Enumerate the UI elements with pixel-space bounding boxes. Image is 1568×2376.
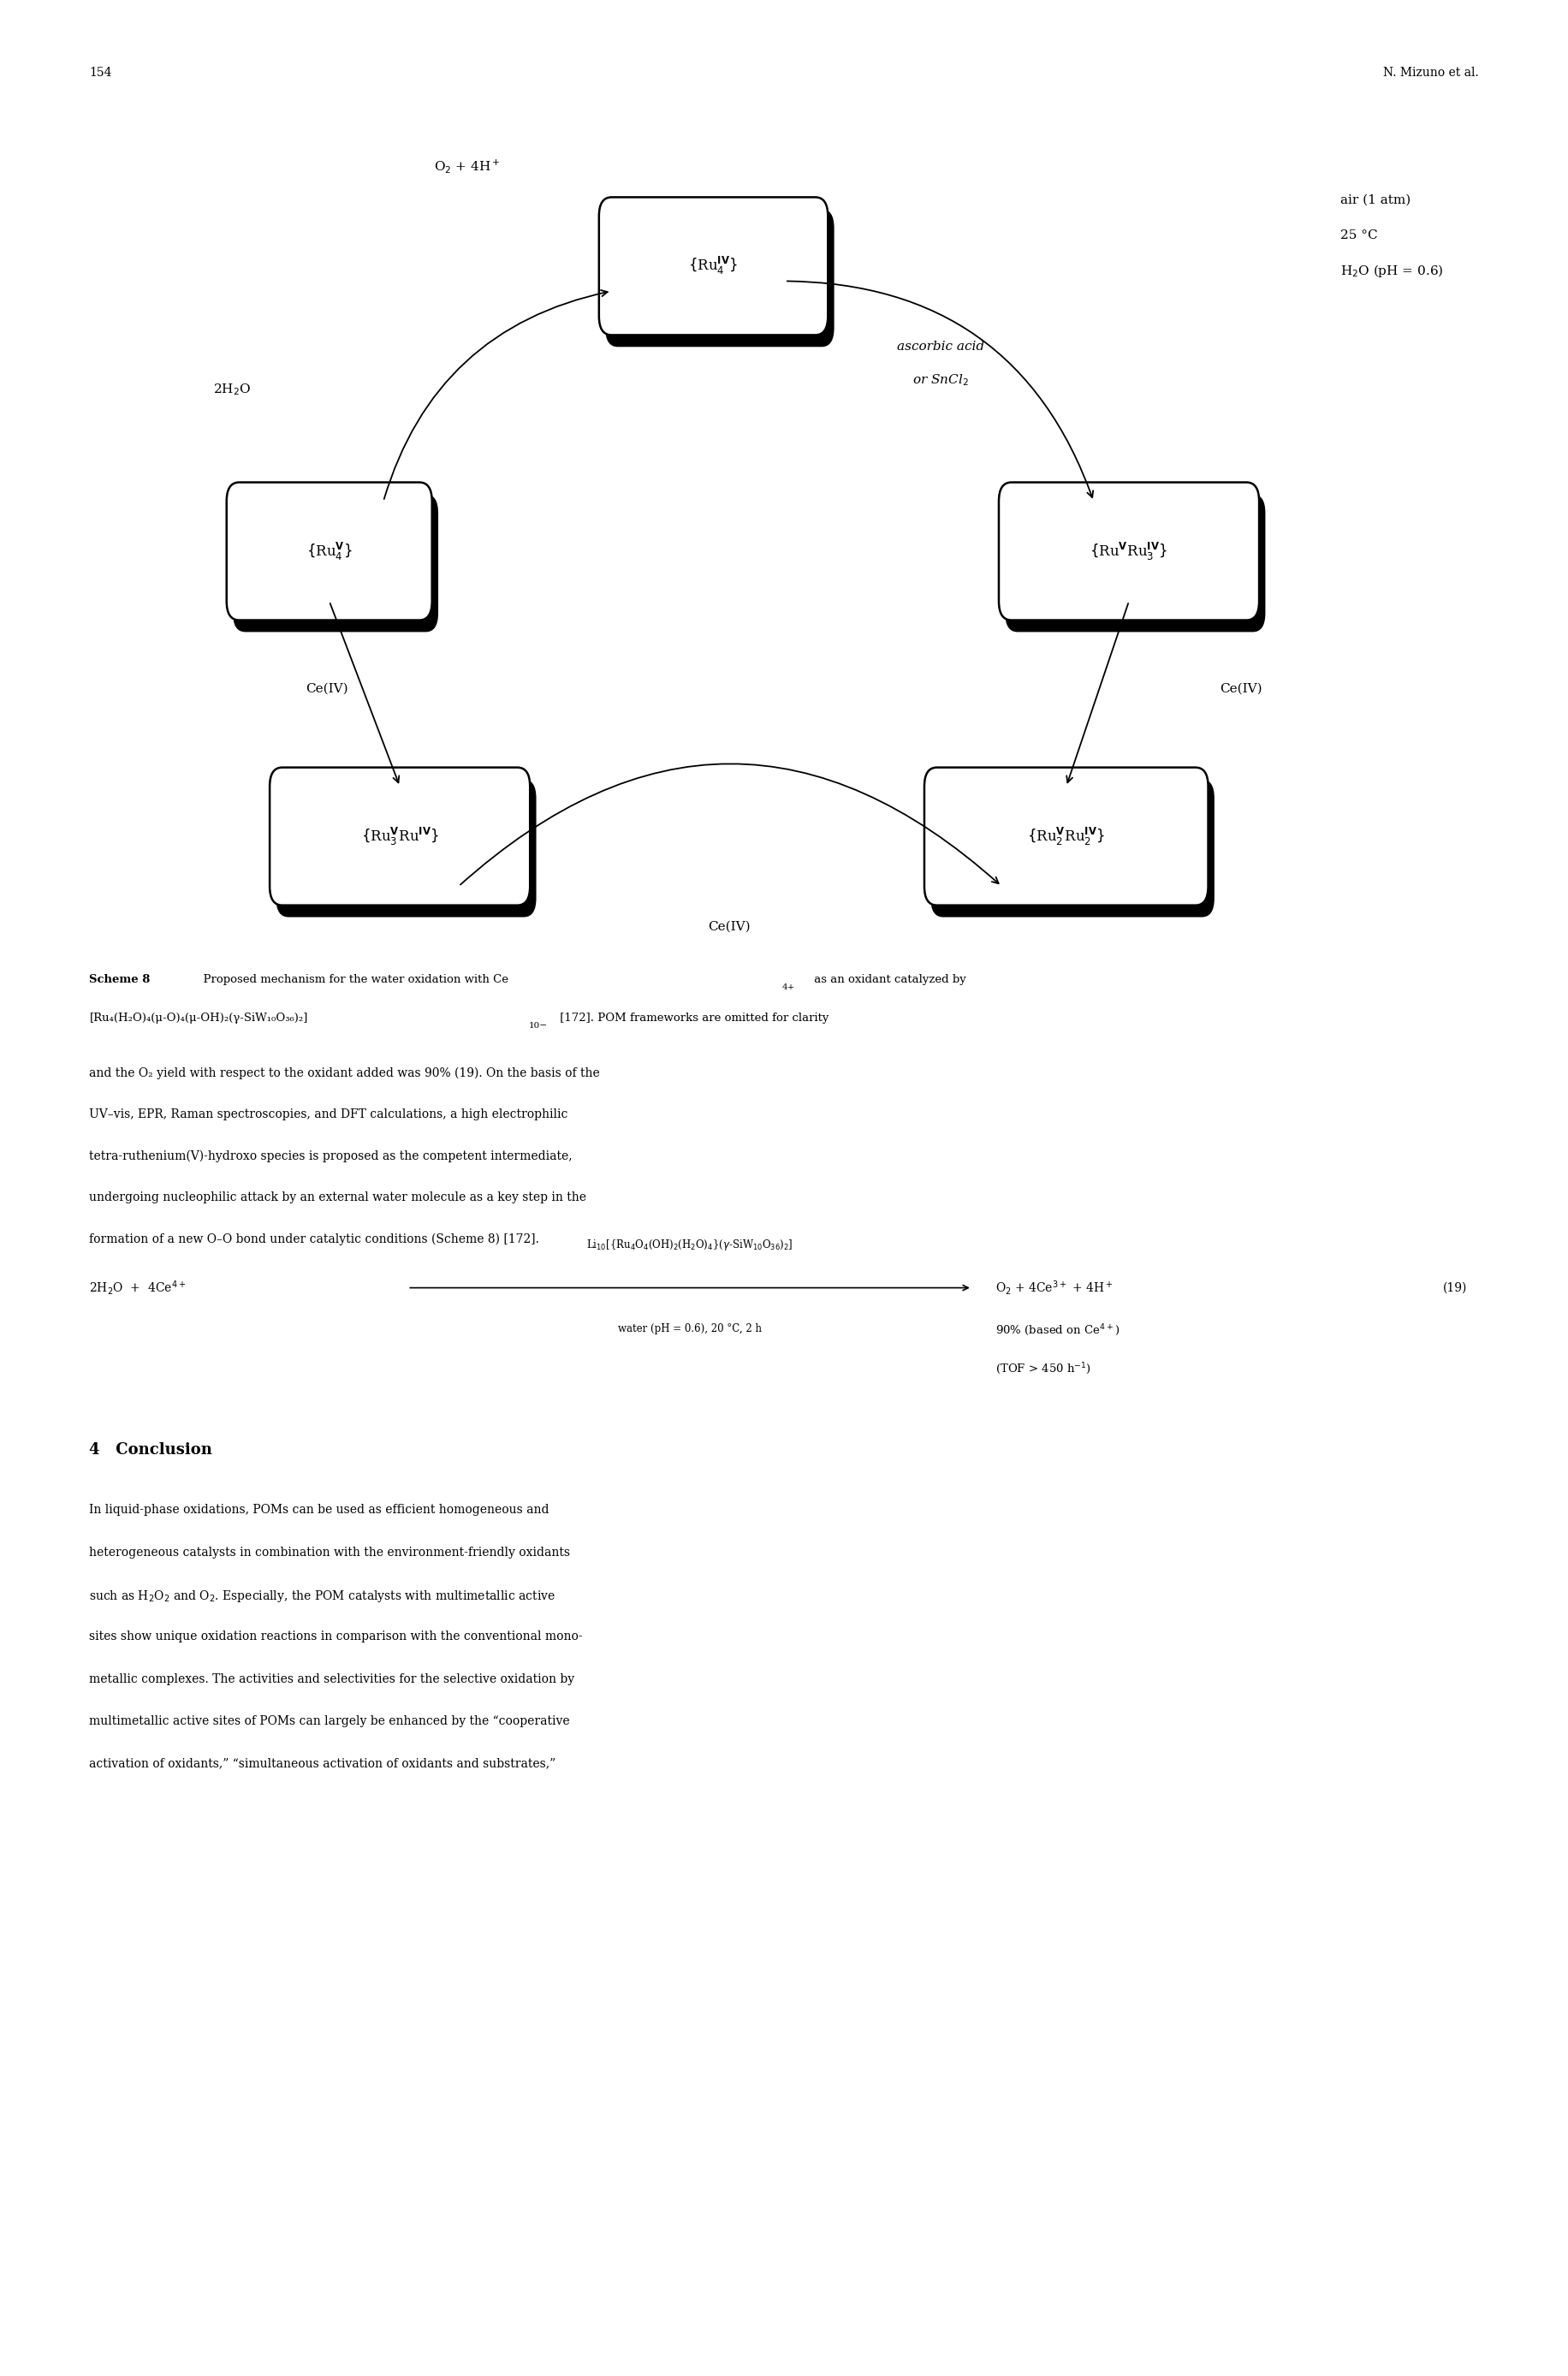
Text: Ce(IV): Ce(IV) bbox=[707, 920, 751, 934]
FancyBboxPatch shape bbox=[605, 209, 834, 347]
Text: $\{$Ru$^{\mathbf{IV}}_4\}$: $\{$Ru$^{\mathbf{IV}}_4\}$ bbox=[688, 254, 739, 278]
Text: 25 °C: 25 °C bbox=[1341, 228, 1378, 242]
Text: O$_2$ + 4Ce$^{3+}$ + 4H$^+$: O$_2$ + 4Ce$^{3+}$ + 4H$^+$ bbox=[996, 1278, 1113, 1297]
Text: sites show unique oxidation reactions in comparison with the conventional mono-: sites show unique oxidation reactions in… bbox=[89, 1630, 583, 1642]
Text: $\{$Ru$^{\mathbf{V}}_3$Ru$^{\mathbf{IV}}\}$: $\{$Ru$^{\mathbf{V}}_3$Ru$^{\mathbf{IV}}… bbox=[361, 824, 439, 848]
Text: Li$_{10}$[{Ru$_4$O$_4$(OH)$_2$(H$_2$O)$_4$}($\gamma$-SiW$_{10}$O$_{36}$)$_2$]: Li$_{10}$[{Ru$_4$O$_4$(OH)$_2$(H$_2$O)$_… bbox=[586, 1238, 793, 1252]
Text: 4+: 4+ bbox=[782, 984, 795, 991]
FancyBboxPatch shape bbox=[232, 494, 437, 632]
Text: (19): (19) bbox=[1443, 1281, 1466, 1295]
FancyBboxPatch shape bbox=[999, 482, 1259, 620]
Text: as an oxidant catalyzed by: as an oxidant catalyzed by bbox=[811, 974, 966, 986]
Text: water (pH = 0.6), 20 °C, 2 h: water (pH = 0.6), 20 °C, 2 h bbox=[618, 1323, 762, 1335]
Text: In liquid-phase oxidations, POMs can be used as efficient homogeneous and: In liquid-phase oxidations, POMs can be … bbox=[89, 1504, 549, 1516]
Text: [172]. POM frameworks are omitted for clarity: [172]. POM frameworks are omitted for cl… bbox=[557, 1012, 829, 1024]
Text: UV–vis, EPR, Raman spectroscopies, and DFT calculations, a high electrophilic: UV–vis, EPR, Raman spectroscopies, and D… bbox=[89, 1107, 568, 1121]
Text: (TOF > 450 h$^{-1}$): (TOF > 450 h$^{-1}$) bbox=[996, 1361, 1091, 1376]
Text: undergoing nucleophilic attack by an external water molecule as a key step in th: undergoing nucleophilic attack by an ext… bbox=[89, 1190, 586, 1205]
Text: air (1 atm): air (1 atm) bbox=[1341, 192, 1411, 207]
Text: $\{$Ru$^{\mathbf{V}}$Ru$^{\mathbf{IV}}_3\}$: $\{$Ru$^{\mathbf{V}}$Ru$^{\mathbf{IV}}_3… bbox=[1090, 539, 1168, 563]
Text: ascorbic acid: ascorbic acid bbox=[897, 340, 985, 354]
FancyBboxPatch shape bbox=[226, 482, 431, 620]
Text: $\{$Ru$^{\mathbf{V}}_2$Ru$^{\mathbf{IV}}_2\}$: $\{$Ru$^{\mathbf{V}}_2$Ru$^{\mathbf{IV}}… bbox=[1027, 824, 1105, 848]
Text: 10−: 10− bbox=[528, 1022, 547, 1029]
FancyBboxPatch shape bbox=[931, 779, 1214, 917]
Text: H$_2$O (pH = 0.6): H$_2$O (pH = 0.6) bbox=[1341, 264, 1444, 278]
Text: or SnCl$_2$: or SnCl$_2$ bbox=[913, 373, 969, 387]
Text: metallic complexes. The activities and selectivities for the selective oxidation: metallic complexes. The activities and s… bbox=[89, 1673, 575, 1685]
Text: 4   Conclusion: 4 Conclusion bbox=[89, 1442, 213, 1456]
FancyBboxPatch shape bbox=[276, 779, 536, 917]
Text: Proposed mechanism for the water oxidation with Ce: Proposed mechanism for the water oxidati… bbox=[196, 974, 508, 986]
Text: N. Mizuno et al.: N. Mizuno et al. bbox=[1383, 67, 1479, 78]
FancyBboxPatch shape bbox=[270, 767, 530, 905]
FancyBboxPatch shape bbox=[599, 197, 828, 335]
Text: Ce(IV): Ce(IV) bbox=[1220, 682, 1262, 696]
Text: $\{$Ru$^{\mathbf{V}}_4\}$: $\{$Ru$^{\mathbf{V}}_4\}$ bbox=[306, 539, 353, 563]
FancyBboxPatch shape bbox=[1005, 494, 1265, 632]
Text: Ce(IV): Ce(IV) bbox=[306, 682, 348, 696]
Text: 2H$_2$O  +  4Ce$^{4+}$: 2H$_2$O + 4Ce$^{4+}$ bbox=[89, 1278, 187, 1297]
Text: heterogeneous catalysts in combination with the environment-friendly oxidants: heterogeneous catalysts in combination w… bbox=[89, 1547, 571, 1559]
Text: multimetallic active sites of POMs can largely be enhanced by the “cooperative: multimetallic active sites of POMs can l… bbox=[89, 1715, 571, 1727]
Text: such as H$_2$O$_2$ and O$_2$. Especially, the POM catalysts with multimetallic a: such as H$_2$O$_2$ and O$_2$. Especially… bbox=[89, 1590, 555, 1604]
Text: [Ru₄(H₂O)₄(μ-O)₄(μ-OH)₂(γ-SiW₁₀O₃₆)₂]: [Ru₄(H₂O)₄(μ-O)₄(μ-OH)₂(γ-SiW₁₀O₃₆)₂] bbox=[89, 1012, 307, 1024]
Text: O$_2$ + 4H$^+$: O$_2$ + 4H$^+$ bbox=[434, 157, 500, 176]
Text: Scheme 8: Scheme 8 bbox=[89, 974, 151, 986]
Text: 90% (based on Ce$^{4+}$): 90% (based on Ce$^{4+}$) bbox=[996, 1323, 1120, 1338]
Text: and the O₂ yield with respect to the oxidant added was 90% (19). On the basis of: and the O₂ yield with respect to the oxi… bbox=[89, 1067, 601, 1079]
Text: 154: 154 bbox=[89, 67, 111, 78]
Text: 2H$_2$O: 2H$_2$O bbox=[213, 383, 251, 397]
FancyBboxPatch shape bbox=[924, 767, 1207, 905]
Text: formation of a new O–O bond under catalytic conditions (Scheme 8) [172].: formation of a new O–O bond under cataly… bbox=[89, 1233, 539, 1245]
Text: activation of oxidants,” “simultaneous activation of oxidants and substrates,”: activation of oxidants,” “simultaneous a… bbox=[89, 1758, 557, 1770]
Text: tetra-ruthenium(V)-hydroxo species is proposed as the competent intermediate,: tetra-ruthenium(V)-hydroxo species is pr… bbox=[89, 1150, 572, 1162]
